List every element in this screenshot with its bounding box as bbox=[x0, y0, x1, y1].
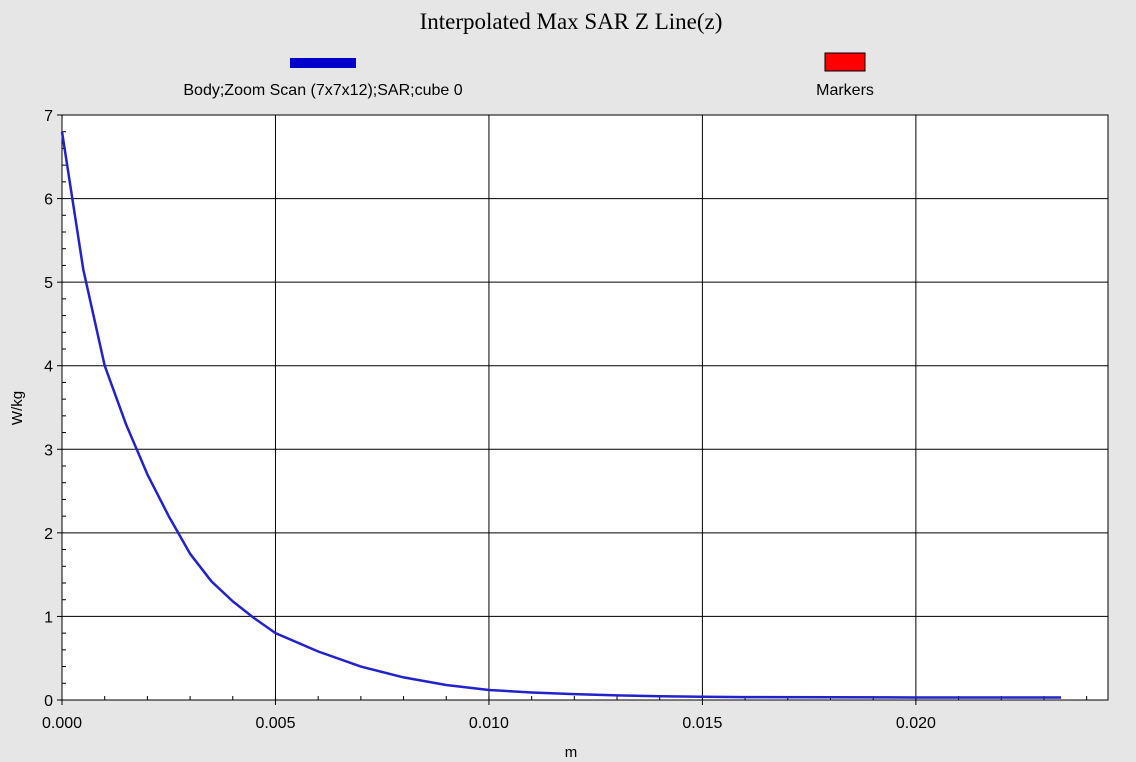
grid-lines bbox=[62, 114, 1108, 700]
y-tick-label: 6 bbox=[44, 192, 53, 209]
chart-title: Interpolated Max SAR Z Line(z) bbox=[420, 9, 723, 34]
x-tick-label: 0.005 bbox=[255, 715, 295, 732]
series-line-body-scan bbox=[60, 131, 1061, 699]
x-tick-label: 0.020 bbox=[896, 715, 936, 732]
legend-label-markers: Markers bbox=[816, 82, 874, 99]
y-axis-label: W/kg bbox=[9, 391, 26, 425]
y-tick-label: 1 bbox=[44, 609, 53, 626]
series-lines bbox=[60, 131, 1061, 699]
plot-area bbox=[61, 114, 1109, 701]
x-axis-ticks: 0.000 0.005 0.010 0.015 0.020 bbox=[42, 696, 1088, 732]
y-tick-label: 2 bbox=[44, 526, 53, 543]
x-axis-label: m bbox=[565, 744, 578, 761]
legend-label-body-scan: Body;Zoom Scan (7x7x12);SAR;cube 0 bbox=[183, 82, 462, 99]
y-tick-label: 5 bbox=[44, 275, 53, 292]
x-tick-label: 0.010 bbox=[469, 715, 509, 732]
x-tick-label: 0.000 bbox=[42, 715, 82, 732]
y-tick-label: 4 bbox=[44, 359, 53, 376]
y-axis-ticks: 0 1 2 3 4 5 6 7 bbox=[44, 108, 66, 710]
x-tick-label: 0.015 bbox=[682, 715, 722, 732]
y-tick-label: 0 bbox=[44, 693, 53, 710]
y-tick-label: 3 bbox=[44, 442, 53, 459]
y-tick-label: 7 bbox=[44, 108, 53, 125]
legend-swatch-body-scan bbox=[290, 58, 356, 68]
legend-swatch-markers bbox=[824, 52, 866, 72]
